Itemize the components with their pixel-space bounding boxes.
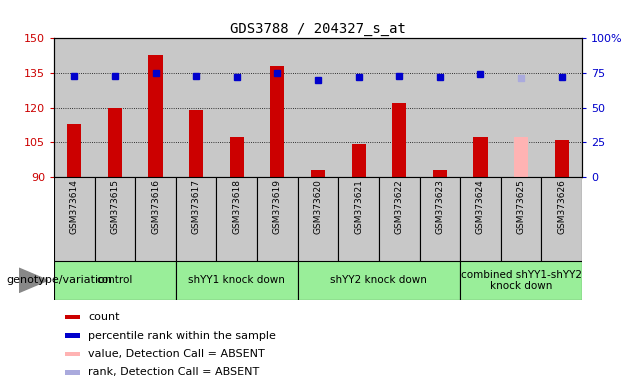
Bar <box>541 38 582 177</box>
Text: GSM373622: GSM373622 <box>395 179 404 234</box>
Bar <box>257 177 298 261</box>
Bar <box>270 66 284 177</box>
Bar <box>298 261 460 300</box>
Bar <box>230 137 244 177</box>
Bar <box>65 333 81 338</box>
Text: GSM373624: GSM373624 <box>476 179 485 234</box>
Bar <box>338 38 379 177</box>
Bar <box>392 103 406 177</box>
Bar <box>420 38 460 177</box>
Bar <box>189 110 204 177</box>
Text: GSM373618: GSM373618 <box>232 179 241 234</box>
Bar <box>65 370 81 375</box>
Text: value, Detection Call = ABSENT: value, Detection Call = ABSENT <box>88 349 265 359</box>
Text: GSM373626: GSM373626 <box>557 179 566 234</box>
Bar <box>95 38 135 177</box>
Text: GSM373623: GSM373623 <box>435 179 445 234</box>
Bar <box>460 177 501 261</box>
Bar <box>65 352 81 356</box>
Bar <box>501 177 541 261</box>
Bar <box>298 177 338 261</box>
Text: GSM373615: GSM373615 <box>111 179 120 234</box>
Bar <box>216 38 257 177</box>
Bar <box>54 38 95 177</box>
Bar <box>379 38 420 177</box>
Text: combined shYY1-shYY2
knock down: combined shYY1-shYY2 knock down <box>460 270 581 291</box>
Bar <box>54 261 176 300</box>
Text: control: control <box>97 275 133 285</box>
Text: GSM373625: GSM373625 <box>516 179 525 234</box>
Bar <box>67 124 81 177</box>
Bar <box>176 38 216 177</box>
Bar <box>148 55 163 177</box>
Text: rank, Detection Call = ABSENT: rank, Detection Call = ABSENT <box>88 367 259 377</box>
Bar <box>65 315 81 319</box>
Text: GSM373616: GSM373616 <box>151 179 160 234</box>
Text: GSM373619: GSM373619 <box>273 179 282 234</box>
Bar <box>460 261 582 300</box>
Text: GSM373614: GSM373614 <box>70 179 79 234</box>
Bar <box>108 108 122 177</box>
Polygon shape <box>19 268 48 293</box>
Bar <box>501 38 541 177</box>
Bar <box>95 177 135 261</box>
Text: percentile rank within the sample: percentile rank within the sample <box>88 331 276 341</box>
Bar <box>379 177 420 261</box>
Text: genotype/variation: genotype/variation <box>6 275 113 285</box>
Bar <box>176 261 298 300</box>
Text: count: count <box>88 312 120 322</box>
Bar <box>352 144 366 177</box>
Bar <box>432 170 447 177</box>
Bar <box>514 137 528 177</box>
Text: shYY2 knock down: shYY2 knock down <box>331 275 427 285</box>
Bar <box>420 177 460 261</box>
Bar <box>311 170 325 177</box>
Bar <box>135 38 176 177</box>
Bar <box>541 177 582 261</box>
Bar <box>473 137 488 177</box>
Bar <box>257 38 298 177</box>
Text: GSM373617: GSM373617 <box>191 179 201 234</box>
Title: GDS3788 / 204327_s_at: GDS3788 / 204327_s_at <box>230 22 406 36</box>
Bar <box>135 177 176 261</box>
Bar <box>555 140 569 177</box>
Text: shYY1 knock down: shYY1 knock down <box>188 275 285 285</box>
Bar <box>460 38 501 177</box>
Bar <box>176 177 216 261</box>
Text: GSM373621: GSM373621 <box>354 179 363 234</box>
Text: GSM373620: GSM373620 <box>314 179 322 234</box>
Bar <box>298 38 338 177</box>
Bar <box>54 177 95 261</box>
Bar <box>338 177 379 261</box>
Bar <box>216 177 257 261</box>
